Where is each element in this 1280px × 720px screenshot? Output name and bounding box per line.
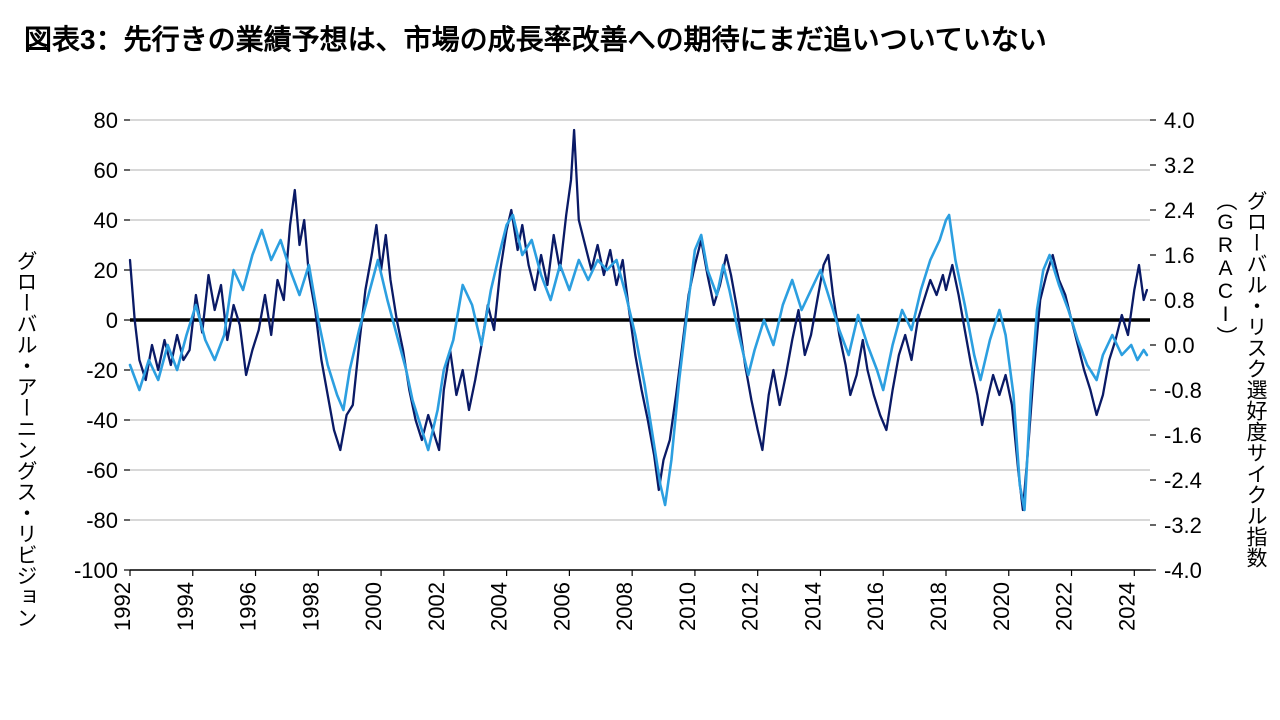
svg-text:-1.6: -1.6: [1164, 423, 1202, 448]
svg-text:2020: 2020: [989, 582, 1014, 631]
svg-text:2018: 2018: [926, 582, 951, 631]
svg-text:2016: 2016: [863, 582, 888, 631]
svg-text:2002: 2002: [424, 582, 449, 631]
series-graci: [130, 215, 1147, 510]
line-chart: -100 -80 -60 -40 -20 0 20 40 60 80 -4.0 -3.2 -2.4 -1.…: [0, 90, 1280, 710]
chart-title: 図表3：先行きの業績予想は、市場の成長率改善への期待にまだ追いついていない: [24, 18, 1047, 58]
svg-text:3.2: 3.2: [1164, 153, 1195, 178]
svg-text:1992: 1992: [110, 582, 135, 631]
svg-text:60: 60: [94, 158, 118, 183]
svg-text:1.6: 1.6: [1164, 243, 1195, 268]
right-axis-label: グローバル・リスク選好度サイクル指数（GRACI）: [1210, 190, 1270, 710]
svg-text:-60: -60: [86, 458, 118, 483]
svg-text:2024: 2024: [1114, 582, 1139, 631]
svg-text:80: 80: [94, 108, 118, 133]
svg-text:1998: 1998: [298, 582, 323, 631]
svg-text:2022: 2022: [1052, 582, 1077, 631]
svg-text:2.4: 2.4: [1164, 198, 1195, 223]
svg-text:-0.8: -0.8: [1164, 378, 1202, 403]
svg-text:0.0: 0.0: [1164, 333, 1195, 358]
svg-text:-3.2: -3.2: [1164, 513, 1202, 538]
svg-text:0: 0: [106, 308, 118, 333]
svg-text:-2.4: -2.4: [1164, 468, 1202, 493]
svg-text:2008: 2008: [612, 582, 637, 631]
svg-text:-20: -20: [86, 358, 118, 383]
svg-text:1994: 1994: [173, 582, 198, 631]
svg-text:40: 40: [94, 208, 118, 233]
svg-text:1996: 1996: [236, 582, 261, 631]
svg-text:-4.0: -4.0: [1164, 558, 1202, 583]
svg-text:20: 20: [94, 258, 118, 283]
svg-text:2006: 2006: [549, 582, 574, 631]
svg-text:-100: -100: [74, 558, 118, 583]
svg-text:2010: 2010: [675, 582, 700, 631]
svg-text:2004: 2004: [487, 582, 512, 631]
left-axis-label: グローバル・アーニングス・リビジョン: [10, 250, 40, 628]
svg-text:-40: -40: [86, 408, 118, 433]
svg-text:0.8: 0.8: [1164, 288, 1195, 313]
chart-container: グローバル・アーニングス・リビジョン グローバル・リスク選好度サイクル指数（GR…: [0, 90, 1280, 710]
svg-text:2000: 2000: [361, 582, 386, 631]
svg-text:2014: 2014: [800, 582, 825, 631]
svg-text:4.0: 4.0: [1164, 108, 1195, 133]
svg-text:-80: -80: [86, 508, 118, 533]
svg-text:2012: 2012: [738, 582, 763, 631]
